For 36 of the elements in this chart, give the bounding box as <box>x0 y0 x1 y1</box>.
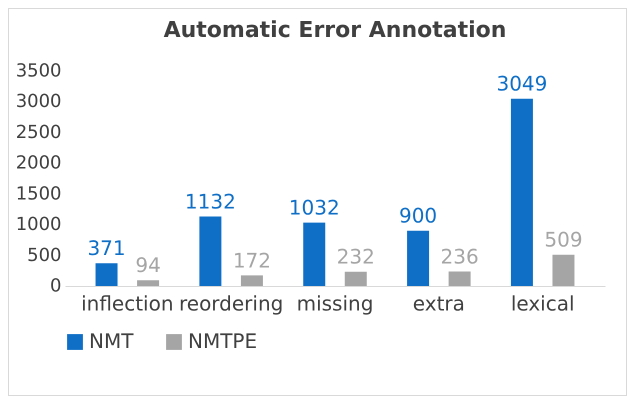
y-tick-label: 500 <box>27 244 62 266</box>
legend-label: NMTPE <box>188 329 258 353</box>
data-label: 371 <box>87 236 126 260</box>
x-tick-label: lexical <box>510 292 575 316</box>
x-tick-label: extra <box>412 292 465 316</box>
data-label: 172 <box>232 248 272 272</box>
x-tick-label: missing <box>296 292 374 316</box>
legend-label: NMT <box>89 329 134 353</box>
x-tick-label: inflection <box>81 292 174 316</box>
y-tick-label: 1000 <box>16 214 62 236</box>
data-label: 1032 <box>288 196 340 220</box>
data-label: 236 <box>440 244 479 269</box>
y-tick-label: 1500 <box>16 183 62 204</box>
y-tick-label: 0 <box>50 276 62 296</box>
y-tick-label: 2500 <box>16 122 62 143</box>
bar <box>407 230 430 286</box>
x-tick-label: reordering <box>178 292 284 316</box>
chart-title: Automatic Error Annotation <box>164 18 506 43</box>
data-label: 232 <box>336 244 375 269</box>
bar <box>344 272 367 286</box>
bar <box>510 98 533 286</box>
data-label: 509 <box>544 228 583 252</box>
bar <box>199 216 222 286</box>
bar <box>552 254 574 286</box>
bar <box>96 263 118 286</box>
data-label: 3049 <box>496 72 548 96</box>
bar <box>137 280 160 286</box>
data-label: 1132 <box>184 189 236 214</box>
data-label: 94 <box>135 253 161 278</box>
bar <box>240 275 263 286</box>
y-tick-label: 2000 <box>16 152 62 174</box>
bar <box>448 272 471 286</box>
bar <box>303 222 326 286</box>
y-tick-label: 3000 <box>16 91 62 112</box>
y-tick-label: 3500 <box>16 60 62 82</box>
data-label: 900 <box>398 204 438 228</box>
